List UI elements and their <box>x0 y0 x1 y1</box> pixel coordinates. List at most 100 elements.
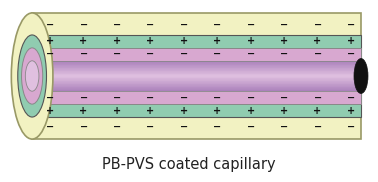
Bar <box>32 66 361 67</box>
Text: −: − <box>46 49 54 59</box>
Text: −: − <box>280 122 288 132</box>
Text: −: − <box>46 20 54 30</box>
Text: +: + <box>180 106 188 116</box>
Text: −: − <box>146 122 155 132</box>
Text: +: + <box>113 106 121 116</box>
Bar <box>32 48 361 104</box>
Text: +: + <box>79 36 88 46</box>
Bar <box>32 88 361 89</box>
Text: −: − <box>146 20 155 30</box>
Text: −: − <box>313 122 322 132</box>
Bar <box>32 82 361 83</box>
Text: +: + <box>246 106 255 116</box>
Bar <box>32 89 361 90</box>
Bar <box>32 87 361 88</box>
Text: −: − <box>313 20 322 30</box>
Bar <box>32 74 361 75</box>
Text: −: − <box>213 20 222 30</box>
Bar <box>32 86 361 87</box>
Text: −: − <box>79 49 88 59</box>
Text: −: − <box>79 20 88 30</box>
Bar <box>32 78 361 79</box>
Bar <box>32 72 361 73</box>
Text: −: − <box>246 20 255 30</box>
Text: −: − <box>213 93 222 103</box>
Text: −: − <box>113 20 121 30</box>
Text: +: + <box>347 106 355 116</box>
Bar <box>32 71 361 72</box>
Text: −: − <box>113 122 121 132</box>
Text: −: − <box>46 93 54 103</box>
Text: +: + <box>213 36 222 46</box>
Text: −: − <box>280 49 288 59</box>
Text: −: − <box>146 93 155 103</box>
Text: −: − <box>79 122 88 132</box>
Text: +: + <box>280 106 288 116</box>
Bar <box>32 63 361 64</box>
Bar <box>32 69 361 70</box>
Bar <box>32 64 361 65</box>
Text: −: − <box>46 122 54 132</box>
Text: +: + <box>79 106 88 116</box>
Text: +: + <box>46 36 54 46</box>
Bar <box>32 85 361 86</box>
Text: −: − <box>347 122 355 132</box>
Text: +: + <box>347 36 355 46</box>
Text: −: − <box>213 49 222 59</box>
Bar <box>32 35 361 117</box>
Bar <box>32 62 361 63</box>
Text: +: + <box>46 106 54 116</box>
Bar <box>32 68 361 69</box>
Bar <box>32 61 361 91</box>
Text: −: − <box>313 93 322 103</box>
Bar <box>32 13 361 139</box>
Bar <box>32 77 361 78</box>
Text: −: − <box>246 122 255 132</box>
Text: −: − <box>180 49 188 59</box>
Bar <box>32 80 361 81</box>
Text: +: + <box>146 36 155 46</box>
Text: −: − <box>79 93 88 103</box>
Text: +: + <box>146 106 155 116</box>
Bar <box>32 84 361 85</box>
Ellipse shape <box>22 48 43 104</box>
Text: −: − <box>246 93 255 103</box>
Text: −: − <box>347 93 355 103</box>
Text: −: − <box>113 93 121 103</box>
Text: −: − <box>180 122 188 132</box>
Text: −: − <box>347 20 355 30</box>
Text: −: − <box>246 49 255 59</box>
Text: +: + <box>246 36 255 46</box>
Bar <box>32 76 361 77</box>
Bar <box>32 73 361 74</box>
Bar <box>32 67 361 68</box>
Bar <box>32 75 361 76</box>
Text: −: − <box>180 93 188 103</box>
Ellipse shape <box>11 13 53 139</box>
Text: −: − <box>313 49 322 59</box>
Text: +: + <box>313 106 322 116</box>
Text: +: + <box>313 36 322 46</box>
Bar <box>32 70 361 71</box>
Text: −: − <box>146 49 155 59</box>
Bar <box>32 79 361 80</box>
Ellipse shape <box>18 35 46 117</box>
Text: +: + <box>280 36 288 46</box>
Text: −: − <box>280 93 288 103</box>
Bar <box>32 90 361 91</box>
Text: −: − <box>347 49 355 59</box>
Ellipse shape <box>25 61 39 91</box>
Bar <box>32 83 361 84</box>
Text: −: − <box>280 20 288 30</box>
Text: −: − <box>113 49 121 59</box>
Text: PB-PVS coated capillary: PB-PVS coated capillary <box>102 157 276 172</box>
Bar <box>32 65 361 66</box>
Text: +: + <box>213 106 222 116</box>
Text: −: − <box>180 20 188 30</box>
Text: +: + <box>113 36 121 46</box>
Bar <box>32 61 361 62</box>
Ellipse shape <box>354 59 368 94</box>
Text: +: + <box>180 36 188 46</box>
Text: −: − <box>213 122 222 132</box>
Bar <box>32 81 361 82</box>
